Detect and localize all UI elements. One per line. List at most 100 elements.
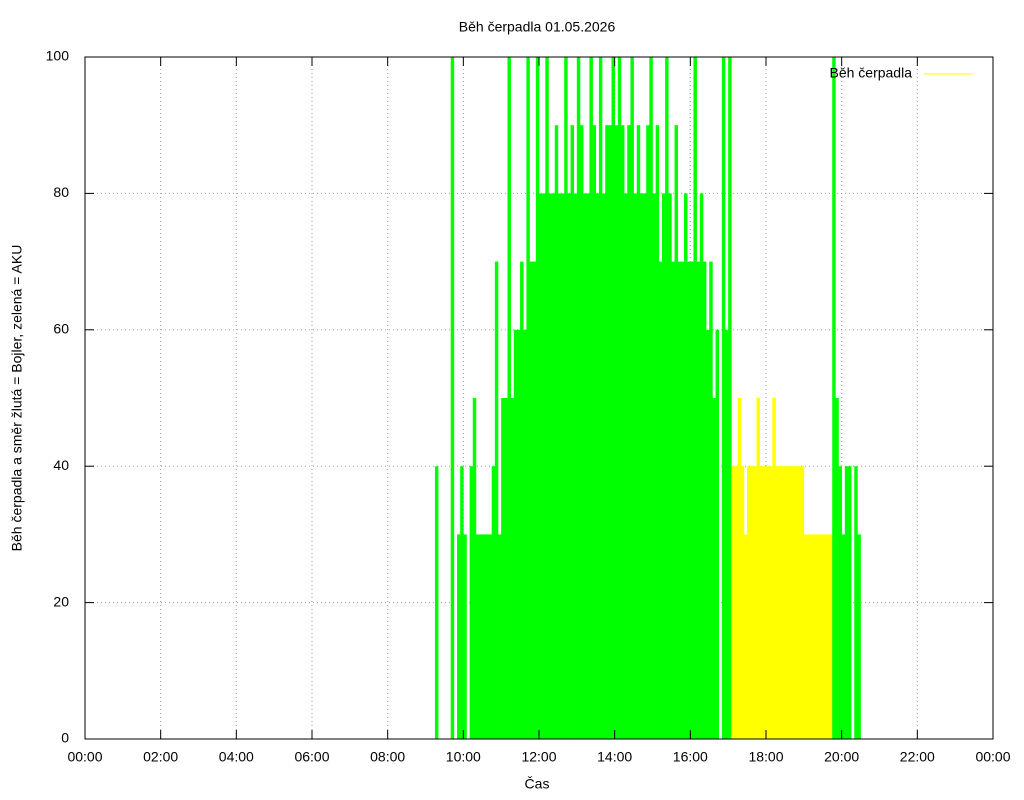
impulse-bar xyxy=(728,57,732,739)
y-tick-label: 80 xyxy=(53,184,69,200)
x-tick-label: 12:00 xyxy=(521,749,556,765)
x-tick-label: 06:00 xyxy=(294,749,329,765)
impulse-bar xyxy=(482,534,486,739)
impulse-bar xyxy=(554,125,559,739)
impulse-bar xyxy=(570,125,574,739)
impulse-bar xyxy=(658,261,663,739)
impulse-bar xyxy=(693,57,697,739)
impulse-bar xyxy=(583,193,587,739)
impulse-bar xyxy=(709,261,713,739)
impulse-bar xyxy=(479,534,483,739)
impulse-bar xyxy=(671,261,675,739)
impulse-bar xyxy=(772,398,776,739)
impulse-bar xyxy=(579,125,584,739)
impulse-bar xyxy=(810,534,814,739)
impulse-bar xyxy=(526,57,530,739)
impulse-bar xyxy=(841,534,846,739)
impulse-bar xyxy=(794,466,798,739)
impulse-bar xyxy=(624,193,628,739)
impulse-bar xyxy=(617,57,622,739)
impulse-bar xyxy=(806,534,811,739)
y-tick-label: 0 xyxy=(61,730,69,746)
impulse-bar xyxy=(797,466,801,739)
impulse-bar xyxy=(857,534,861,739)
impulse-bar xyxy=(491,466,496,739)
impulse-bar xyxy=(756,398,760,739)
y-tick-label: 20 xyxy=(53,593,69,609)
impulse-bar xyxy=(469,466,474,739)
impulse-bar xyxy=(643,193,647,739)
impulse-bar xyxy=(494,261,499,739)
impulse-bar xyxy=(649,57,653,739)
impulse-bar xyxy=(740,466,745,739)
impulse-bar xyxy=(488,534,493,739)
impulse-bar xyxy=(775,466,779,739)
impulse-bar xyxy=(832,57,836,739)
impulse-bar xyxy=(690,261,694,739)
impulse-bar xyxy=(816,534,820,739)
impulse-bar xyxy=(674,125,679,739)
impulse-bar xyxy=(636,125,641,739)
impulse-bar xyxy=(504,398,508,739)
y-tick-label: 60 xyxy=(53,321,69,337)
impulse-bar xyxy=(586,193,590,739)
impulse-bar xyxy=(608,125,612,739)
impulse-bar xyxy=(706,329,710,739)
impulse-bar xyxy=(535,57,540,739)
impulse-bar xyxy=(501,398,505,739)
x-tick-label: 22:00 xyxy=(900,749,935,765)
impulse-bar xyxy=(702,261,707,739)
impulse-bar xyxy=(434,466,439,739)
impulse-bar xyxy=(721,57,726,739)
impulse-bar xyxy=(661,193,666,739)
impulse-bar xyxy=(753,466,757,739)
impulse-bar xyxy=(602,193,606,739)
impulse-bar xyxy=(561,193,565,739)
impulse-bar xyxy=(573,193,578,739)
impulse-bar xyxy=(687,261,691,739)
x-tick-label: 14:00 xyxy=(597,749,632,765)
impulse-bar xyxy=(605,125,609,739)
impulse-bar xyxy=(680,261,685,739)
impulse-bar xyxy=(539,193,543,739)
impulse-bar xyxy=(847,466,852,739)
impulse-bar xyxy=(829,534,833,739)
impulse-bar xyxy=(646,125,650,739)
x-tick-label: 08:00 xyxy=(370,749,405,765)
x-tick-label: 00:00 xyxy=(67,749,102,765)
impulse-bar xyxy=(542,193,546,739)
impulse-bar xyxy=(652,193,656,739)
impulse-bar xyxy=(778,466,783,739)
x-tick-label: 02:00 xyxy=(143,749,178,765)
impulse-bar xyxy=(655,125,660,739)
impulse-bar xyxy=(734,466,738,739)
impulse-bar xyxy=(620,125,625,739)
impulse-bar xyxy=(557,193,562,739)
impulse-bar xyxy=(567,193,571,739)
x-tick-label: 10:00 xyxy=(446,749,481,765)
impulse-bar xyxy=(784,466,789,739)
impulse-bar xyxy=(510,398,515,739)
impulse-bar xyxy=(699,193,704,739)
impulse-bar xyxy=(598,57,603,739)
impulse-bar xyxy=(457,534,461,739)
bars xyxy=(434,57,861,739)
impulse-bar xyxy=(460,466,464,739)
impulse-bar xyxy=(507,57,511,739)
impulse-bar xyxy=(819,534,824,739)
impulse-bar xyxy=(668,193,672,739)
legend-label: Běh čerpadla xyxy=(829,65,912,81)
impulse-bar xyxy=(800,466,805,739)
impulse-bar xyxy=(627,125,631,739)
impulse-bar xyxy=(766,466,770,739)
impulse-bar xyxy=(715,329,720,739)
impulse-bar xyxy=(696,261,701,739)
impulse-bar xyxy=(523,329,527,739)
y-axis-label: Běh čerpadla a směr žlutá = Bojler, zele… xyxy=(9,245,25,552)
x-tick-label: 18:00 xyxy=(748,749,783,765)
impulse-bar xyxy=(781,466,786,739)
impulse-bar xyxy=(592,125,597,739)
impulse-bar xyxy=(737,398,742,739)
impulse-bar xyxy=(788,466,792,739)
impulse-bar xyxy=(639,193,644,739)
